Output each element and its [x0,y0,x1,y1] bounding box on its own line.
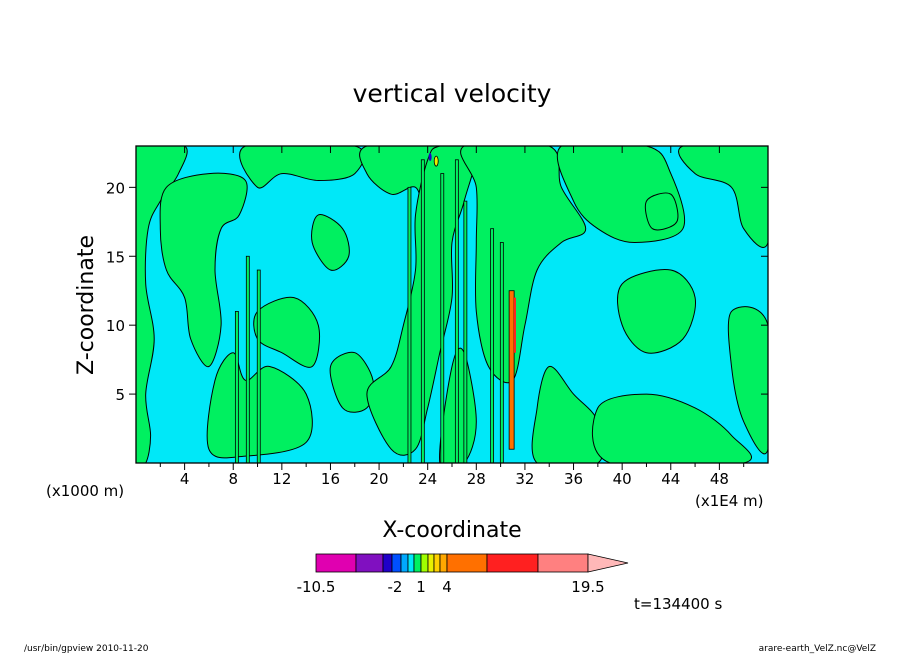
updraft-column [440,173,445,463]
x-tick-label: 4 [180,470,190,488]
colorbar-extend-arrow [587,553,629,573]
y-tick-label: 5 [115,386,125,404]
positive-region [239,146,365,189]
colorbar-swatch [391,553,402,573]
x-tick-label: 24 [418,470,437,488]
y-axis: 5 10 15 20 [106,179,768,404]
y-tick-label: 15 [106,248,125,266]
updraft-column [499,242,504,463]
x-tick-label: 12 [272,470,291,488]
x-tick-label: 32 [515,470,534,488]
positive-region [644,192,679,231]
colorbar-swatch [382,553,393,573]
x-tick-label: 20 [370,470,389,488]
time-label: t=134400 s [634,595,722,613]
footer-right: arare-earth_VelZ.nc@VelZ [759,644,876,654]
positive-region [311,214,350,271]
y-tick-label: 10 [106,317,125,335]
x-tick-label: 44 [661,470,680,488]
positive-region [678,146,768,248]
y-tick-label: 20 [106,179,125,197]
x-tick-label: 40 [613,470,632,488]
colorbar: -10.5 -2 1 4 19.5 [297,553,629,596]
colorbar-swatch [446,553,488,573]
colorbar-swatch [486,553,539,573]
colorbar-tick-label: -10.5 [297,578,336,596]
colorbar-swatch [407,553,415,573]
x-unit-right: (x1E4 m) [695,492,764,510]
x-tick-label: 28 [467,470,486,488]
updraft-cell-top [433,155,439,167]
colorbar-swatch [315,553,357,573]
colorbar-tick-label: 19.5 [571,578,604,596]
x-tick-label: 8 [228,470,238,488]
colorbar-swatch [355,553,384,573]
colorbar-swatch [537,553,589,573]
updraft-column [407,186,412,463]
x-tick-label: 16 [321,470,340,488]
positive-region [159,172,248,368]
updraft-column [463,200,468,463]
x-unit-left: (x1000 m) [46,482,124,500]
x-axis-label: X-coordinate [382,518,521,543]
x-tick-label: 48 [710,470,729,488]
updraft-column [490,228,495,463]
x-axis: 4 8 12 16 20 24 28 32 36 40 44 48 [159,146,745,488]
colorbar-swatch [433,553,441,573]
y-axis-label: Z-coordinate [74,235,99,375]
plot-area [136,146,768,463]
colorbar-tick-label: -2 [388,578,403,596]
downdraft-cell-top [428,153,432,162]
chart-title: vertical velocity [353,79,552,108]
updraft-column [256,269,261,463]
updraft-column [454,159,459,463]
colorbar-swatch [427,553,435,573]
colorbar-swatch [413,553,422,573]
updraft-column [420,159,425,463]
colorbar-swatch [420,553,429,573]
updraft-column [245,255,250,463]
updraft-peak [513,297,516,353]
colorbar-swatch [439,553,448,573]
updraft-column [234,310,239,463]
colorbar-tick-label: 1 [416,578,426,596]
strong-updraft-core [508,290,515,450]
x-tick-label: 36 [564,470,583,488]
footer-left: /usr/bin/gpview 2010-11-20 [24,644,149,654]
positive-region [531,365,604,463]
colorbar-swatch [400,553,409,573]
colorbar-tick-label: 4 [442,578,452,596]
positive-region [136,146,188,463]
positive-region [617,269,696,354]
